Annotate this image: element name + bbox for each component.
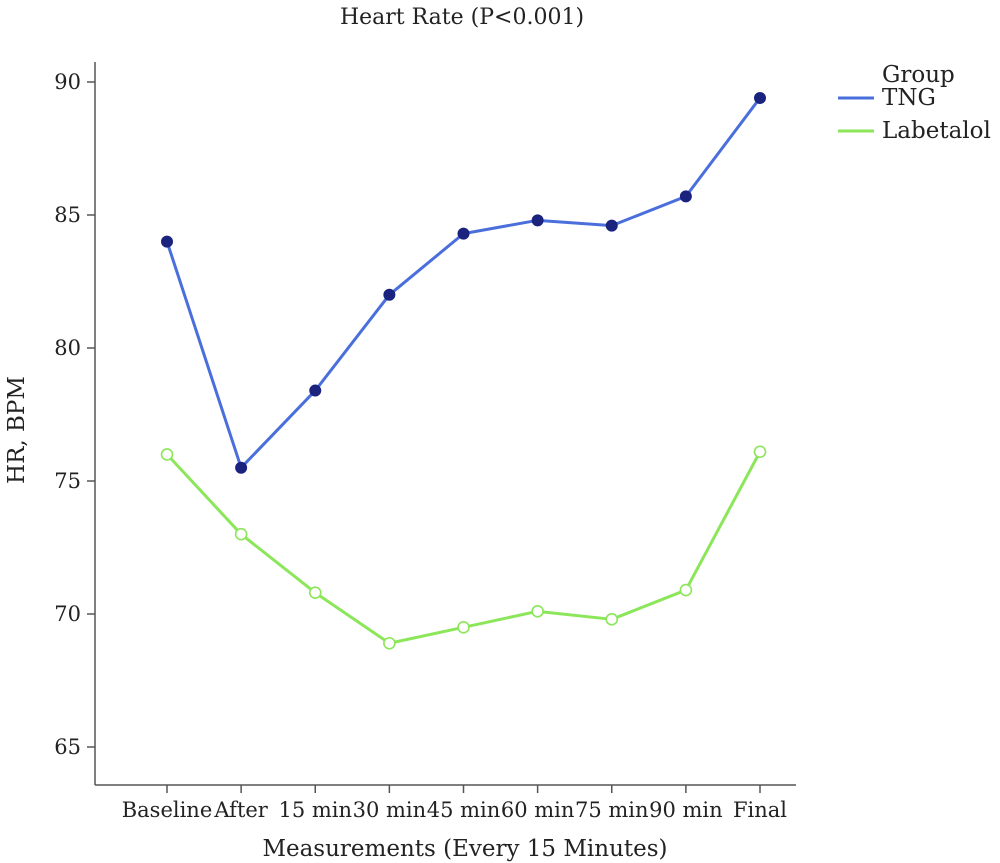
data-point <box>309 384 322 397</box>
data-point <box>605 613 619 626</box>
series-layer <box>160 91 767 650</box>
series-tng <box>161 91 766 474</box>
legend: Group TNG Labetalol <box>838 62 991 144</box>
data-point <box>234 527 248 541</box>
data-point <box>383 636 396 650</box>
legend-label: Labetalol <box>882 118 991 144</box>
legend-label: TNG <box>882 85 936 111</box>
series-line <box>165 97 762 470</box>
x-tick-label: 90 min <box>649 798 723 822</box>
y-axis-ticks: 65 70 75 80 85 90 <box>54 70 95 759</box>
series-labetalol <box>160 445 767 650</box>
data-point <box>754 91 766 104</box>
y-tick-label: 80 <box>54 336 81 360</box>
y-tick-label: 90 <box>54 70 81 94</box>
x-tick-label: Baseline <box>122 798 213 822</box>
series-line <box>165 451 762 645</box>
data-point <box>605 219 618 232</box>
data-point <box>753 445 767 459</box>
x-tick-label: 15 min <box>278 798 352 822</box>
legend-title: Group <box>882 62 955 88</box>
y-tick-label: 70 <box>54 602 81 626</box>
x-axis-title: Measurements (Every 15 Minutes) <box>262 836 667 862</box>
data-point <box>457 227 470 240</box>
data-point <box>679 583 693 597</box>
data-point <box>308 586 322 600</box>
x-tick-label: 30 min <box>353 798 427 822</box>
legend-items: TNG Labetalol <box>838 85 991 144</box>
data-point <box>160 448 174 461</box>
x-tick-label: 45 min <box>427 798 501 822</box>
data-point <box>161 235 173 248</box>
x-axis-ticks: Baseline After 15 min 30 min 45 min 60 min 75 … <box>122 785 787 822</box>
y-tick-label: 65 <box>54 735 81 759</box>
y-tick-label: 85 <box>54 203 81 227</box>
data-point <box>531 214 544 227</box>
x-tick-label: Final <box>733 798 787 822</box>
data-point <box>383 288 396 301</box>
data-point <box>679 190 692 203</box>
x-tick-label: After <box>213 798 268 822</box>
chart-title: Heart Rate (P<0.001) <box>340 5 584 30</box>
y-axis-title: HR, BPM <box>4 376 30 484</box>
x-tick-label: 60 min <box>501 798 575 822</box>
y-tick-label: 75 <box>54 469 81 493</box>
data-point <box>457 620 470 634</box>
x-tick-label: 75 min <box>575 798 649 822</box>
data-point <box>235 461 248 474</box>
data-point <box>531 605 544 618</box>
